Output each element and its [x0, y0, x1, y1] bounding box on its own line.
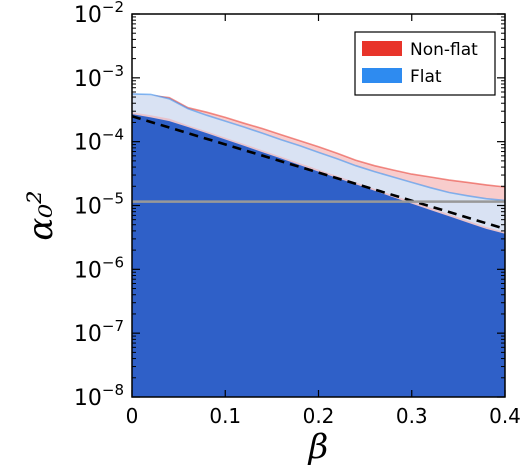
legend-label-non-flat: Non-flat [410, 40, 478, 60]
y-tick-label: 10−8 [74, 381, 124, 411]
x-tick-labels: 0 0.1 0.2 0.3 0.4 [126, 404, 521, 428]
dashed-bound-line [131, 115, 506, 231]
legend-swatch-flat [362, 68, 402, 83]
legend-swatch-non-flat [362, 41, 402, 56]
x-tick-label: 0.3 [396, 404, 428, 428]
y-tick-label: 10−2 [74, 0, 124, 28]
y-tick-label: 10−5 [74, 190, 124, 220]
region-edge-non-flat [131, 93, 506, 188]
chart-lines [131, 115, 506, 231]
x-tick-label: 0.1 [209, 404, 241, 428]
y-axis-label: α₀² [21, 190, 61, 240]
legend-label-flat: Flat [410, 67, 442, 87]
x-axis-label: β [307, 427, 329, 467]
y-tick-label: 10−4 [74, 126, 124, 156]
x-tick-label: 0.2 [303, 404, 335, 428]
confidence-regions [131, 93, 506, 398]
axis-ticks [131, 13, 506, 398]
legend: Non-flat Flat [354, 31, 496, 96]
y-tick-label: 10−7 [74, 317, 124, 347]
x-tick-label: 0.4 [489, 404, 521, 428]
x-tick-label: 0 [126, 404, 139, 428]
region-flat-inner [132, 114, 505, 397]
y-tick-label: 10−6 [74, 253, 124, 283]
y-tick-labels: 10−8 10−7 10−6 10−5 10−4 10−3 10−2 [74, 0, 124, 411]
y-tick-label: 10−3 [74, 62, 124, 92]
region-edge-flat [131, 93, 506, 202]
